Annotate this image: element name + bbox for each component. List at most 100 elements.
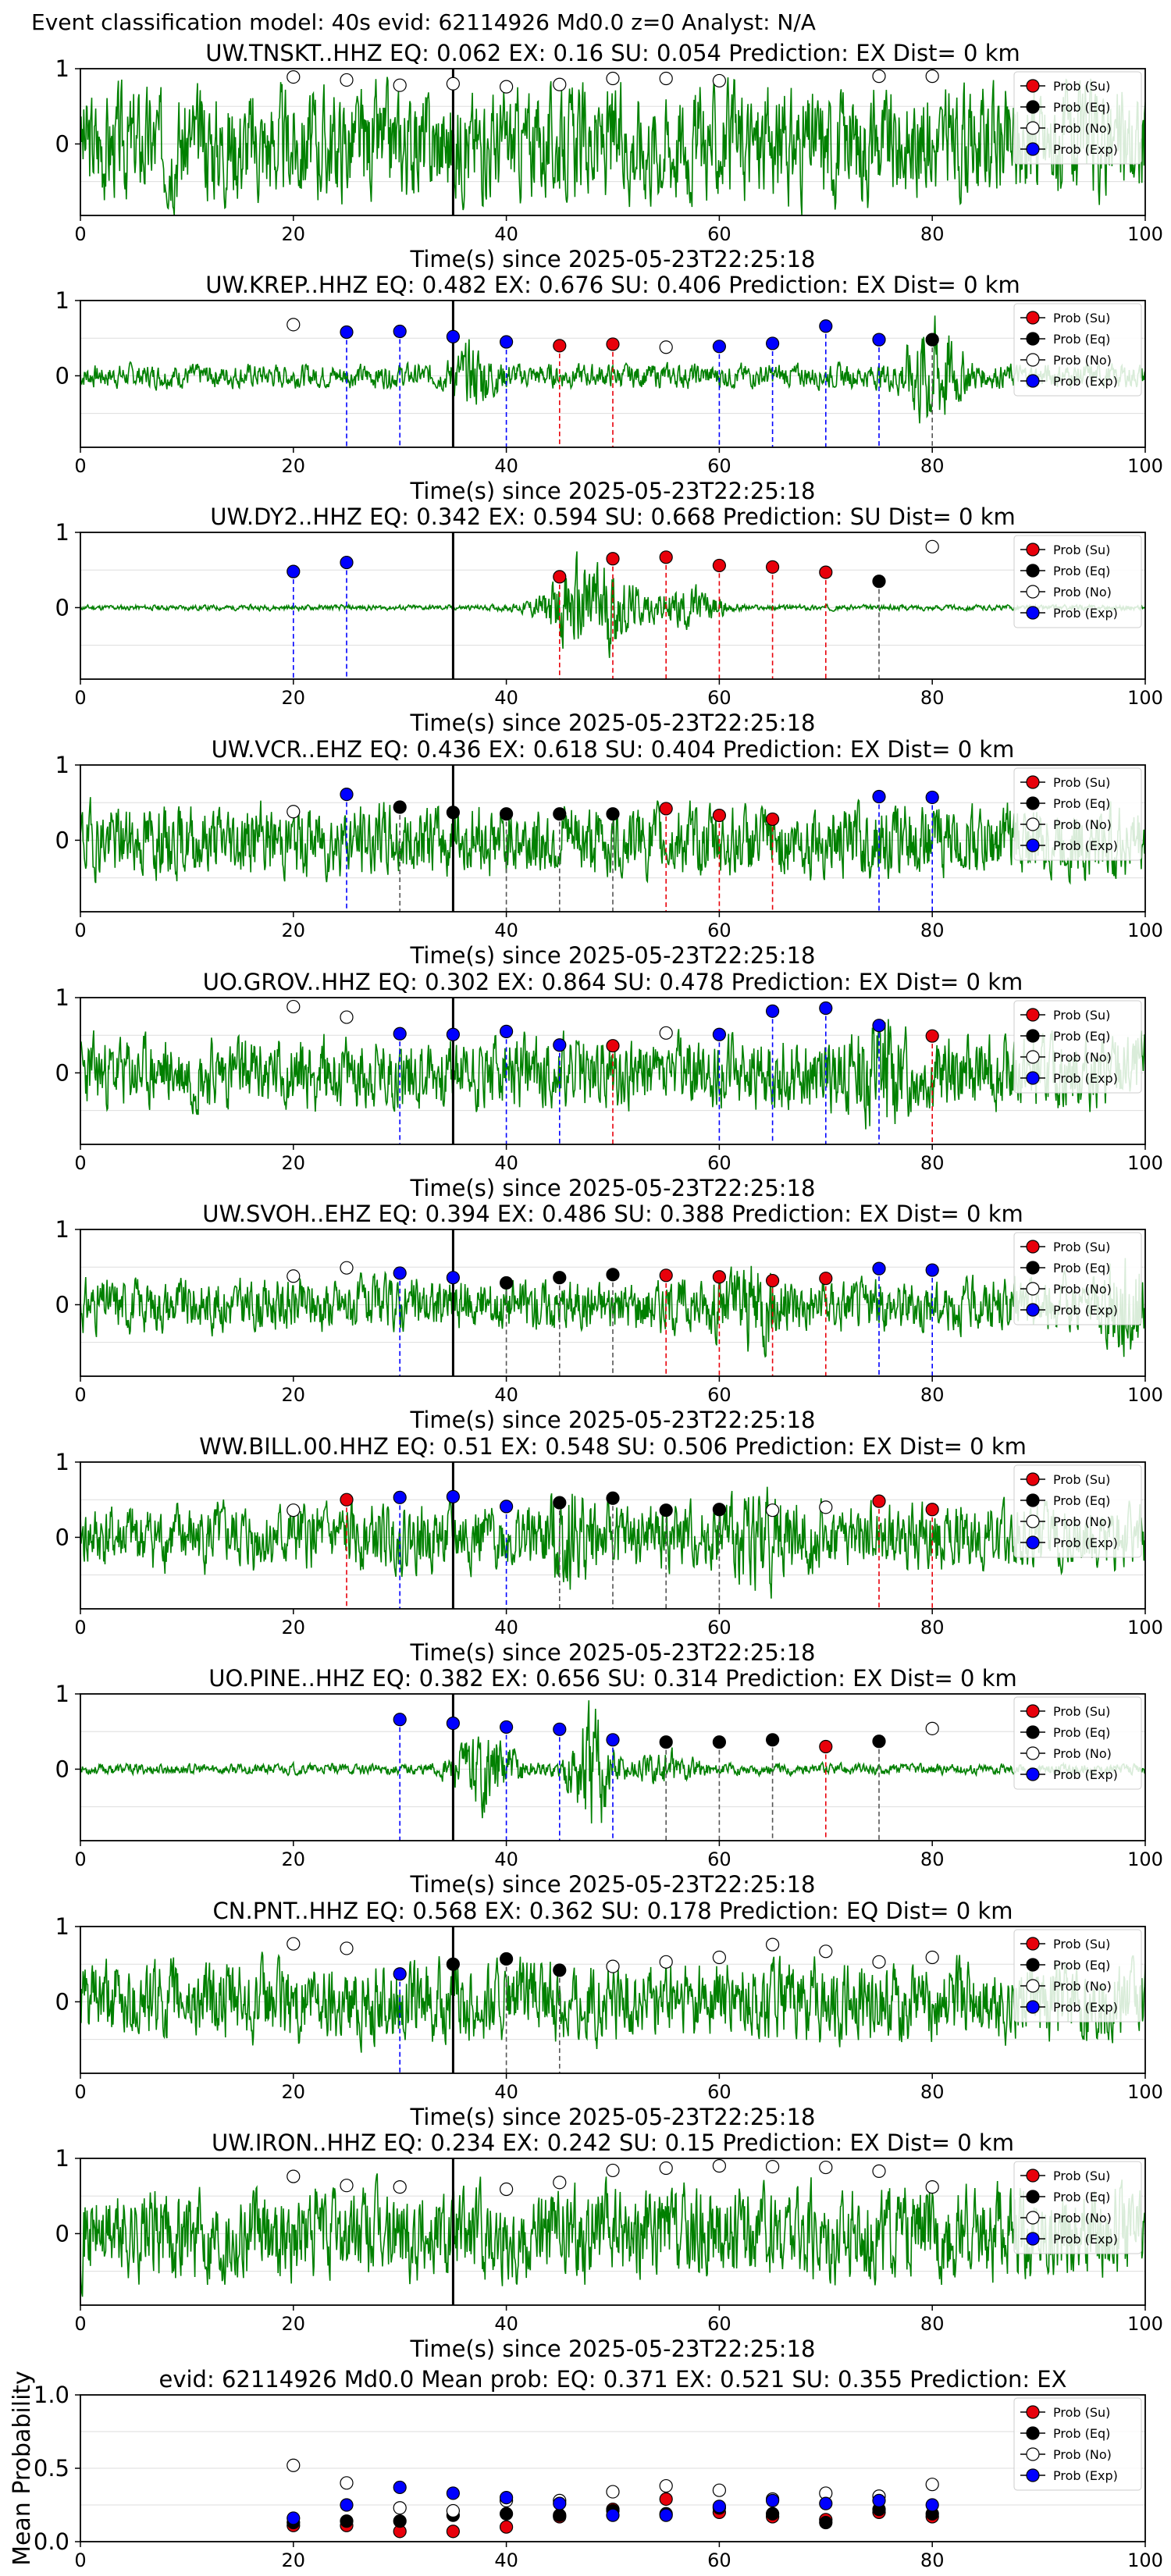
x-tick-label: 80 bbox=[920, 223, 945, 245]
prob-marker-no bbox=[659, 2161, 673, 2176]
x-tick-label: 100 bbox=[1127, 1848, 1163, 1870]
prob-marker-no bbox=[659, 71, 673, 86]
x-tick-label: 0 bbox=[74, 1617, 86, 1638]
x-axis-label: Time(s) since 2025-05-23T22:25:18 bbox=[410, 2336, 816, 2362]
prob-marker-su bbox=[659, 550, 673, 564]
prob-marker-no bbox=[819, 2160, 833, 2175]
axes-frame bbox=[80, 764, 1146, 913]
waveform-trace bbox=[80, 76, 1145, 215]
legend-marker-exp bbox=[1026, 2468, 1040, 2482]
mean-prob-point-exp bbox=[765, 2493, 780, 2507]
prob-marker-eq bbox=[446, 806, 461, 820]
prob-marker-no bbox=[712, 2159, 727, 2173]
legend-marker-su bbox=[1026, 543, 1040, 557]
legend-marker-exp bbox=[1026, 1535, 1040, 1550]
legend-marker-eq bbox=[1026, 1493, 1040, 1507]
prob-marker-no bbox=[872, 2164, 886, 2178]
y-tick-label: 0 bbox=[55, 594, 69, 621]
axes-frame bbox=[80, 532, 1146, 680]
x-tick-label: 0 bbox=[74, 455, 86, 477]
prob-marker-exp bbox=[287, 564, 301, 578]
x-tick-label: 40 bbox=[494, 2081, 518, 2103]
legend-marker-eq bbox=[1026, 1029, 1040, 1043]
panel-title: UO.GROV..HHZ EQ: 0.302 EX: 0.864 SU: 0.4… bbox=[203, 969, 1023, 995]
prob-marker-exp bbox=[499, 1720, 514, 1735]
mean-prob-point-exp bbox=[446, 2486, 461, 2500]
legend-label: Prob (Eq) bbox=[1053, 1029, 1110, 1044]
y-tick-label: 1 bbox=[55, 55, 69, 82]
y-tick-label: 0 bbox=[55, 1524, 69, 1550]
prob-marker-exp bbox=[765, 336, 780, 350]
x-axis-label: Time(s) since 2025-05-23T22:25:18 bbox=[410, 478, 816, 504]
x-axis-label: Time(s) since 2025-05-23T22:25:18 bbox=[410, 1407, 816, 1433]
mean-prob-point-exp bbox=[712, 2500, 727, 2514]
legend-marker-eq bbox=[1026, 100, 1040, 114]
axes-frame bbox=[80, 997, 1146, 1145]
prob-marker-su bbox=[819, 1272, 833, 1286]
prob-marker-exp bbox=[819, 1001, 833, 1016]
panel-title: UW.SVOH..EHZ EQ: 0.394 EX: 0.486 SU: 0.3… bbox=[202, 1201, 1023, 1227]
prob-marker-exp bbox=[446, 1027, 461, 1041]
waveform-trace bbox=[80, 1019, 1145, 1130]
prob-marker-eq bbox=[606, 1491, 620, 1505]
prob-marker-exp bbox=[499, 1024, 514, 1038]
prob-marker-su bbox=[553, 570, 567, 584]
prob-marker-su bbox=[712, 558, 727, 573]
panel-title: UW.VCR..EHZ EQ: 0.436 EX: 0.618 SU: 0.40… bbox=[212, 736, 1015, 763]
x-tick-label: 60 bbox=[707, 2313, 731, 2335]
y-tick-label: 1 bbox=[55, 2145, 69, 2172]
prob-marker-su bbox=[925, 1029, 939, 1043]
legend-marker-su bbox=[1026, 2405, 1040, 2419]
x-tick-label: 100 bbox=[1127, 1152, 1163, 1174]
prob-marker-no bbox=[287, 1503, 301, 1517]
prob-marker-exp bbox=[446, 329, 461, 343]
prob-marker-su bbox=[765, 812, 780, 827]
legend-box bbox=[1013, 1929, 1142, 2023]
legend-label: Prob (No) bbox=[1053, 1282, 1112, 1297]
axes-frame bbox=[80, 1693, 1146, 1841]
legend-label: Prob (Su) bbox=[1053, 543, 1110, 557]
prob-marker-no bbox=[287, 318, 301, 332]
x-tick-label: 100 bbox=[1127, 920, 1163, 941]
legend-label: Prob (Su) bbox=[1053, 1704, 1110, 1719]
prob-marker-exp bbox=[446, 1271, 461, 1285]
x-tick-label: 80 bbox=[920, 2549, 945, 2571]
panel-0: UW.TNSKT..HHZ EQ: 0.062 EX: 0.16 SU: 0.0… bbox=[55, 40, 1163, 272]
prob-marker-eq bbox=[499, 1952, 514, 1966]
prob-marker-eq bbox=[659, 1503, 673, 1517]
legend-marker-exp bbox=[1026, 142, 1040, 156]
legend-marker-no bbox=[1026, 2447, 1040, 2461]
legend-label: Prob (No) bbox=[1053, 121, 1112, 136]
prob-marker-eq bbox=[446, 1957, 461, 1971]
x-tick-label: 80 bbox=[920, 2081, 945, 2103]
legend: Prob (Su) Prob (Eq) Prob (No) Prob (Exp) bbox=[1013, 2161, 1142, 2254]
prob-marker-eq bbox=[765, 1733, 780, 1747]
y-tick-label: 1 bbox=[55, 519, 69, 546]
legend-label: Prob (Su) bbox=[1053, 79, 1110, 94]
y-tick-label: 1.0 bbox=[34, 2382, 69, 2408]
prob-marker-no bbox=[872, 1955, 886, 1969]
x-tick-label: 100 bbox=[1127, 2313, 1163, 2335]
mean-prob-point-eq bbox=[393, 2514, 407, 2528]
mean-prob-point-no bbox=[659, 2478, 673, 2493]
x-tick-label: 40 bbox=[494, 455, 518, 477]
x-tick-label: 40 bbox=[494, 1384, 518, 1406]
x-tick-label: 20 bbox=[282, 455, 306, 477]
x-tick-label: 20 bbox=[282, 1848, 306, 1870]
mean-prob-point-no bbox=[340, 2476, 354, 2490]
legend-label: Prob (Exp) bbox=[1053, 606, 1118, 621]
prob-marker-exp bbox=[393, 1490, 407, 1504]
panel-6: WW.BILL.00.HHZ EQ: 0.51 EX: 0.548 SU: 0.… bbox=[55, 1433, 1163, 1666]
prob-marker-exp bbox=[393, 1967, 407, 1981]
x-tick-label: 0 bbox=[74, 2081, 86, 2103]
prob-marker-exp bbox=[872, 1261, 886, 1276]
prob-marker-exp bbox=[446, 1717, 461, 1731]
prob-marker-exp bbox=[553, 1038, 567, 1052]
legend-marker-eq bbox=[1026, 332, 1040, 346]
legend-label: Prob (Eq) bbox=[1053, 332, 1110, 347]
legend-label: Prob (Su) bbox=[1053, 1472, 1110, 1487]
legend-box bbox=[1013, 71, 1142, 165]
prob-marker-exp bbox=[819, 319, 833, 333]
legend-label: Prob (Su) bbox=[1053, 1240, 1110, 1254]
x-tick-label: 100 bbox=[1127, 1384, 1163, 1406]
